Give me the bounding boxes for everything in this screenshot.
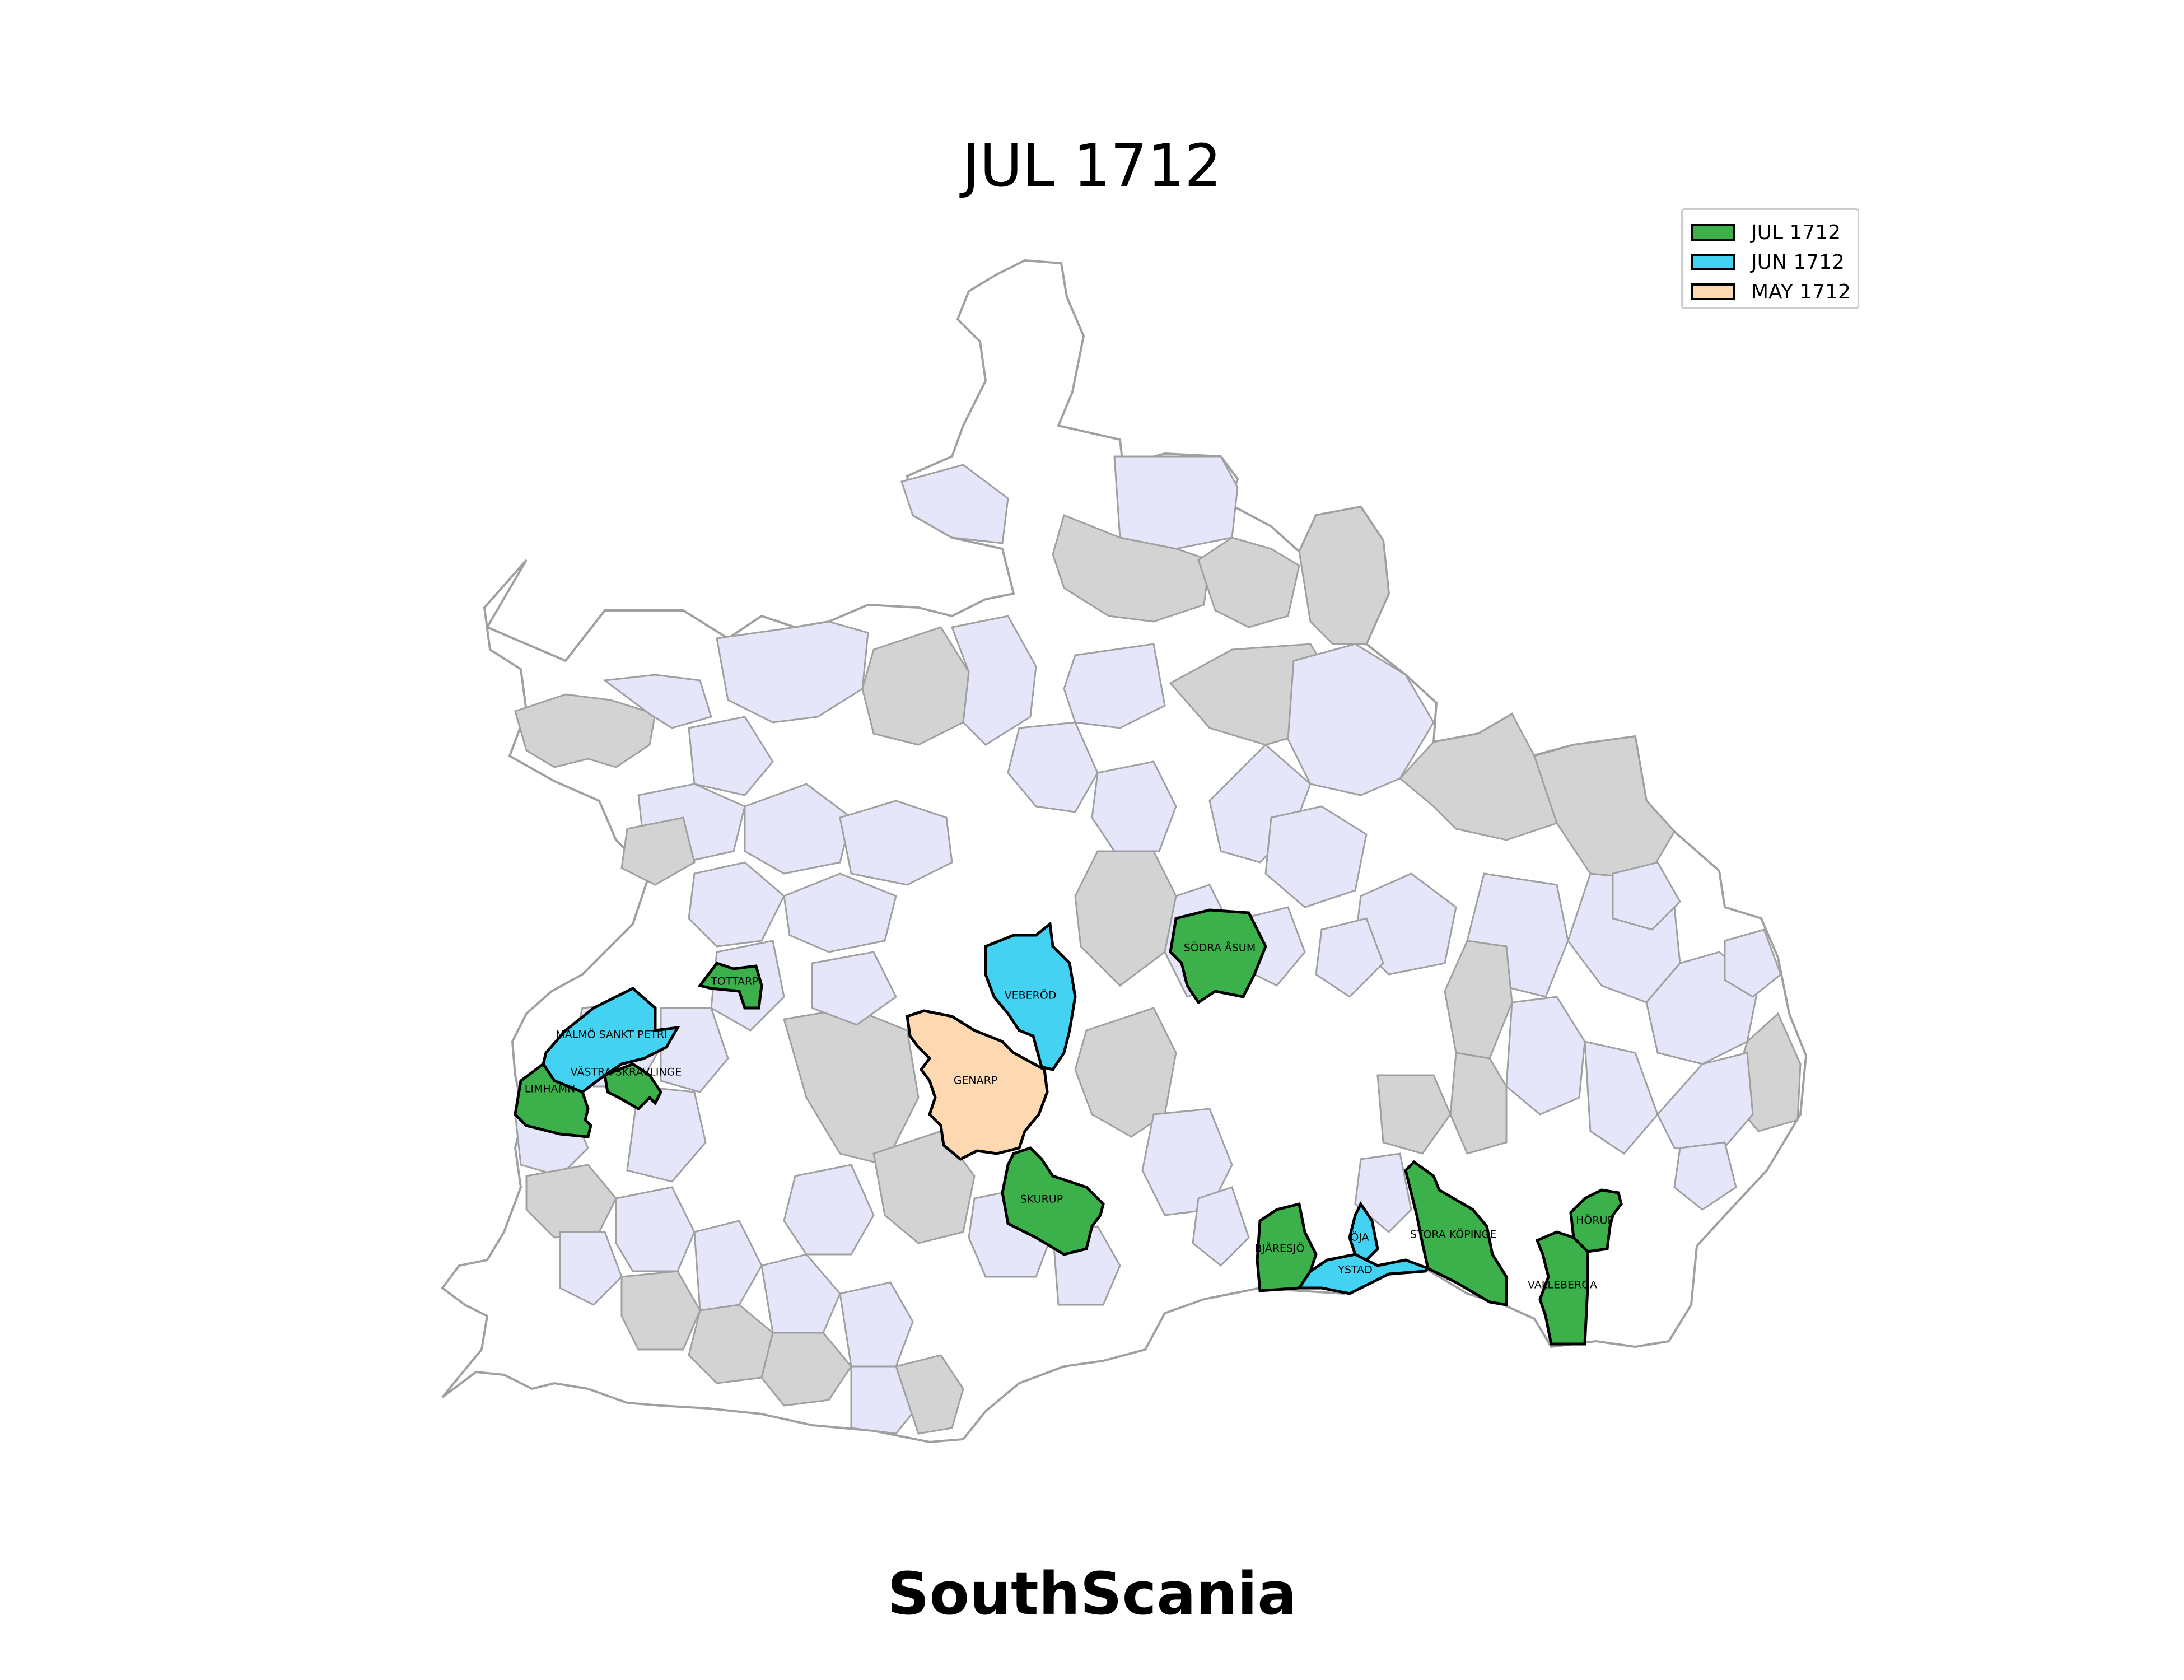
- region-name: SouthScania: [887, 1560, 1297, 1628]
- highlighted-parishes: [514, 908, 1623, 1346]
- legend-swatch-jun: [1691, 254, 1735, 270]
- parish-veberod[interactable]: [984, 921, 1077, 1071]
- legend-item-jun: JUN 1712: [1691, 250, 1845, 274]
- parish-valleberga[interactable]: [1535, 1230, 1589, 1346]
- label-horup: HÖRUP: [1576, 1214, 1614, 1227]
- parish-bjaresjo[interactable]: [1256, 1202, 1318, 1292]
- legend-swatch-may: [1691, 283, 1735, 300]
- legend-item-jul: JUL 1712: [1691, 221, 1841, 244]
- label-vastra-skravlinge: VÄSTRA SKRAVLINGE: [571, 1066, 682, 1079]
- parish-labels: SÖDRA ÅSUM TOTTARP VEBERÖD MALMÖ SANKT P…: [525, 941, 1614, 1291]
- label-skurup: SKURUP: [1020, 1193, 1063, 1206]
- legend-item-may: MAY 1712: [1691, 280, 1851, 304]
- parish-tottarp[interactable]: [697, 962, 763, 1010]
- parish-ystad[interactable]: [1296, 1253, 1431, 1295]
- legend-label-may: MAY 1712: [1751, 280, 1851, 304]
- legend-swatch-jul: [1691, 224, 1735, 241]
- label-stora-kopinge: STORA KÖPINGE: [1410, 1228, 1496, 1241]
- parish-genarp[interactable]: [906, 1009, 1049, 1161]
- label-veberod: VEBERÖD: [1005, 989, 1057, 1002]
- label-limhamn: LIMHAMN: [525, 1083, 575, 1095]
- label-sodra-asum: SÖDRA ÅSUM: [1184, 941, 1256, 954]
- parish-limhamn[interactable]: [514, 1062, 592, 1138]
- legend: JUL 1712 JUN 1712 MAY 1712: [1681, 208, 1859, 309]
- label-malmo-sankt-petri: MALMÖ SANKT PETRI: [556, 1028, 668, 1041]
- label-valleberga: VALLEBERGA: [1528, 1279, 1597, 1291]
- label-tottarp: TOTTARP: [710, 976, 759, 988]
- label-bjaresjo: BJÄRESJÖ: [1254, 1242, 1304, 1255]
- label-genarp: GENARP: [954, 1075, 998, 1087]
- parish-vastra-skravlinge[interactable]: [603, 1062, 662, 1111]
- label-oja: ÖJA: [1350, 1231, 1369, 1244]
- map-title: JUL 1712: [962, 132, 1222, 200]
- parish-sodra-asum[interactable]: [1169, 908, 1267, 1005]
- legend-label-jun: JUN 1712: [1751, 250, 1845, 274]
- parish-skurup[interactable]: [1001, 1146, 1105, 1256]
- background-parishes: [514, 455, 1802, 1435]
- parish-stora-kopinge[interactable]: [1404, 1160, 1508, 1306]
- legend-label-jul: JUL 1712: [1751, 221, 1841, 244]
- label-ystad: YSTAD: [1337, 1264, 1372, 1276]
